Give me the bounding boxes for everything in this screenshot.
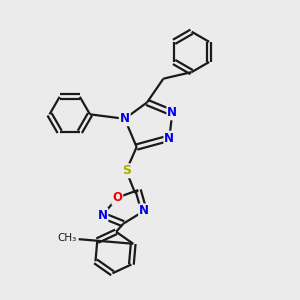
Text: N: N (98, 209, 107, 222)
Text: O: O (112, 191, 122, 204)
Text: S: S (122, 164, 131, 177)
Text: CH₃: CH₃ (57, 233, 76, 243)
Text: N: N (120, 112, 130, 125)
Text: N: N (139, 204, 149, 218)
Text: N: N (164, 132, 174, 145)
Text: N: N (167, 106, 177, 119)
